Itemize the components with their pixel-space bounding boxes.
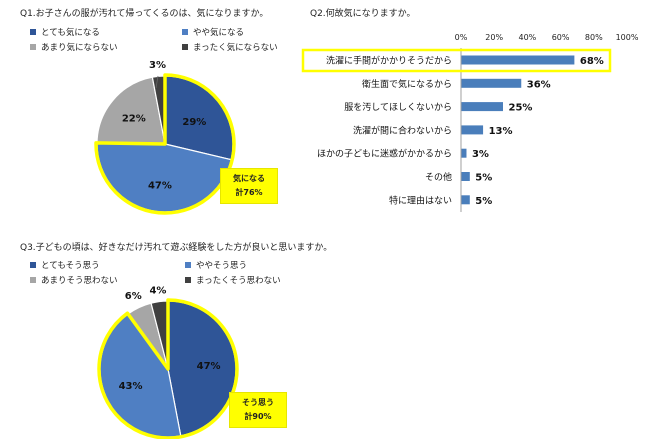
- q2-x-tick-1: 20%: [485, 33, 503, 42]
- q3-legend-label-1: ややそう思う: [196, 261, 248, 271]
- q1-legend-swatch-1: [182, 29, 188, 35]
- q2-category-label-3: 洗濯が間に合わないから: [353, 124, 452, 136]
- q1-pie-data-label-3: 3%: [149, 60, 166, 71]
- q1-legend-label-2: あまり気にならない: [41, 43, 118, 53]
- q2-value-label-1: 36%: [527, 79, 551, 90]
- q3-pie-data-label-2: 6%: [125, 291, 142, 302]
- q1-pie-data-label-0: 29%: [182, 117, 206, 128]
- q1-title: Q1.お子さんの服が汚れて帰ってくるのは、気になりますか。: [20, 9, 269, 19]
- q1-legend-item-0: とても気になる: [30, 26, 100, 38]
- q3-pie-data-label-1: 43%: [119, 381, 143, 392]
- q1-pie-data-label-1: 47%: [148, 180, 172, 191]
- q3-legend-swatch-1: [185, 262, 191, 268]
- q1-legend-label-1: やや気になる: [193, 28, 245, 38]
- q3-legend-item-3: まったくそう思わない: [185, 274, 281, 286]
- q3-legend-swatch-3: [185, 277, 191, 283]
- q2-bar-1: [461, 78, 522, 88]
- q2-bar-3: [461, 125, 484, 135]
- q2-value-label-2: 25%: [509, 103, 533, 114]
- q3-callout: そう思う 計90%: [229, 392, 287, 428]
- q2-value-label-6: 5%: [475, 196, 492, 207]
- q2-value-label-4: 3%: [472, 149, 489, 160]
- q1-callout-line1: 気になる: [233, 174, 265, 183]
- q3-legend-item-2: あまりそう思わない: [30, 274, 118, 286]
- q3-legend-item-1: ややそう思う: [185, 259, 247, 271]
- q3-legend-item-0: とてもそう思う: [30, 259, 100, 271]
- q2-category-label-0: 洗濯に手間がかかりそうだから: [326, 55, 452, 67]
- q2-category-label-1: 衛生面で気になるから: [362, 78, 452, 90]
- q2-value-label-3: 13%: [489, 126, 513, 137]
- q3-pie-data-label-0: 47%: [197, 361, 221, 372]
- q1-legend-item-1: やや気になる: [182, 26, 244, 38]
- q3-title: Q3.子どもの頃は、好きなだけ汚れて遊ぶ経験をした方が良いと思いますか。: [20, 243, 333, 253]
- q2-bar-0: [461, 55, 575, 65]
- q2-x-tick-3: 60%: [552, 33, 570, 42]
- q2-category-label-4: ほかの子どもに迷惑がかかるから: [317, 148, 452, 160]
- q2-value-label-5: 5%: [475, 173, 492, 184]
- q3-legend-swatch-0: [30, 262, 36, 268]
- q2-highlight-box: [301, 48, 612, 73]
- q1-legend-swatch-0: [30, 29, 36, 35]
- q2-category-label-2: 服を汚してほしくないから: [344, 101, 452, 113]
- q3-callout-line1: そう思う: [242, 398, 274, 407]
- q2-x-tick-4: 80%: [585, 33, 603, 42]
- q3-pie-highlight-outline: [97, 298, 239, 439]
- q2-category-label-5: その他: [425, 171, 452, 183]
- q1-pie-data-label-2: 22%: [122, 114, 146, 125]
- q1-legend-item-2: あまり気にならない: [30, 41, 118, 53]
- q3-pie-data-label-3: 4%: [149, 285, 166, 296]
- q1-legend-item-3: まったく気にならない: [182, 41, 278, 53]
- q1-legend-label-0: とても気になる: [41, 28, 100, 38]
- q2-bar-6: [461, 195, 470, 205]
- q3-legend-label-0: とてもそう思う: [41, 261, 100, 271]
- q2-bar-2: [461, 102, 503, 112]
- q2-title: Q2.何故気になりますか。: [310, 9, 416, 19]
- q3-legend-swatch-2: [30, 277, 36, 283]
- q3-callout-line2: 計90%: [244, 412, 272, 421]
- q3-legend-label-2: あまりそう思わない: [41, 276, 118, 286]
- q2-category-label-6: 特に理由はない: [389, 194, 452, 206]
- q1-callout-line2: 計76%: [235, 188, 263, 197]
- q1-callout: 気になる 計76%: [220, 168, 278, 204]
- q2-value-label-0: 68%: [580, 56, 604, 67]
- q1-pie-highlight-outline: [94, 73, 236, 215]
- q2-x-tick-2: 40%: [519, 33, 537, 42]
- q2-x-tick-0: 0%: [455, 33, 468, 42]
- q2-x-tick-5: 100%: [616, 33, 639, 42]
- q1-pie-slice-2: [96, 76, 166, 145]
- q3-legend-label-3: まったくそう思わない: [196, 276, 281, 286]
- q2-bar-5: [461, 172, 470, 181]
- q1-legend-swatch-3: [182, 44, 188, 50]
- q1-legend-swatch-2: [30, 44, 36, 50]
- q1-legend-label-3: まったく気にならない: [193, 43, 278, 53]
- q2-bar-4: [461, 148, 467, 158]
- q1-leader-line: [155, 75, 159, 89]
